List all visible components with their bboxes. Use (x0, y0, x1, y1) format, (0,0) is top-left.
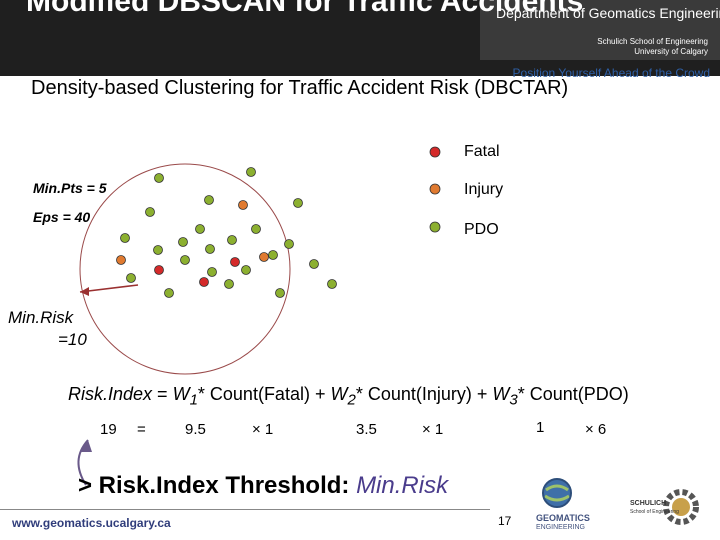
accident-point-pdo (241, 265, 251, 275)
page-number: 17 (498, 514, 512, 528)
eps-circle (79, 163, 291, 375)
legend-dot-pdo (429, 221, 441, 233)
accident-point-pdo (180, 255, 190, 265)
slide-title: Modified DBSCAN for Traffic Accidents (26, 0, 584, 18)
threshold-prefix: > Risk.Index Threshold: (78, 472, 357, 499)
eps-label: Eps = 40 (33, 209, 91, 225)
accident-point-pdo (207, 267, 217, 277)
formula-term3: * Count(PDO) (517, 384, 629, 404)
accident-point-pdo (275, 288, 285, 298)
min-pts-label: Min.Pts = 5 (33, 180, 107, 196)
formula-term2: * Count(Injury) + (355, 384, 493, 404)
legend-pdo-label: PDO (464, 221, 499, 238)
accident-point-pdo (309, 259, 319, 269)
footer-url: www.geomatics.ucalgary.ca (12, 516, 171, 530)
accident-point-pdo (145, 207, 155, 217)
formula-lhs: Risk.Index (68, 384, 153, 404)
schulich-line-1: SCHULICH (630, 500, 667, 507)
formula-w3: W (492, 384, 510, 404)
formula-w1: W (172, 384, 190, 404)
accident-point-fatal (199, 277, 209, 287)
accident-point-pdo (178, 237, 188, 247)
accident-point-pdo (224, 279, 234, 289)
accident-point-fatal (230, 257, 240, 267)
formula-sub1: 1 (189, 391, 198, 409)
eps-radius-arrow (79, 284, 139, 293)
schulich-line-2: School of Engineering (630, 509, 679, 515)
w3-value: 1 (536, 419, 545, 436)
accident-point-pdo (154, 173, 164, 183)
schulich-logo-text: SCHULICH School of Engineering (630, 500, 679, 516)
school-name: Schulich School of Engineering Universit… (597, 37, 708, 57)
accident-point-pdo (204, 195, 214, 205)
accident-point-pdo (164, 288, 174, 298)
legend-injury-label: Injury (464, 181, 504, 198)
accident-point-pdo (246, 167, 256, 177)
w2-value: 3.5 (356, 421, 377, 438)
accident-point-pdo (126, 273, 136, 283)
min-risk-line-1: Min.Risk (8, 308, 74, 327)
geomatics-logo-text: GEOMATICS ENGINEERING (536, 514, 590, 532)
accident-point-pdo (293, 198, 303, 208)
accident-point-injury (116, 255, 126, 265)
accident-point-pdo (268, 250, 278, 260)
injury-count: × 1 (422, 421, 444, 438)
geomatics-globe-icon (542, 478, 572, 508)
footer-divider (0, 509, 490, 510)
pdo-count: × 6 (585, 421, 607, 438)
threshold-rule: > Risk.Index Threshold: Min.Risk (78, 472, 448, 500)
fatal-count: × 1 (252, 421, 274, 438)
link-arrow (77, 439, 89, 486)
schulich-gear-icon (663, 489, 699, 525)
min-risk-line-2: =10 (58, 330, 87, 349)
accident-point-fatal (154, 265, 164, 275)
legend-dot-fatal (429, 146, 441, 158)
accident-point-pdo (227, 235, 237, 245)
equals-sign: = (137, 421, 146, 438)
accident-point-pdo (120, 233, 130, 243)
accident-point-pdo (195, 224, 205, 234)
slide-subtitle: Density-based Clustering for Traffic Acc… (31, 77, 569, 99)
department-name: Department of Geomatics Engineering (496, 5, 720, 21)
legend-fatal-label: Fatal (464, 143, 500, 160)
threshold-value: Min.Risk (356, 472, 449, 499)
min-risk-label: Min.Risk =10 (8, 307, 87, 351)
accident-point-pdo (251, 224, 261, 234)
accident-point-injury (238, 200, 248, 210)
accident-point-pdo (284, 239, 294, 249)
legend-dot-injury (429, 183, 441, 195)
accident-point-pdo (153, 245, 163, 255)
header-banner (480, 0, 720, 60)
university-line: University of Calgary (634, 47, 708, 56)
geomatics-logo-line-1: GEOMATICS (536, 513, 590, 523)
formula-sub3: 3 (509, 391, 518, 409)
formula-term1: * Count(Fatal) + (197, 384, 331, 404)
accident-point-pdo (327, 279, 337, 289)
formula-sub2: 2 (347, 391, 356, 409)
formula-w2: W (330, 384, 348, 404)
arrowhead (80, 287, 89, 296)
geomatics-logo-line-2: ENGINEERING (536, 524, 586, 531)
formula-eq: = (152, 384, 173, 404)
w1-value: 9.5 (185, 421, 206, 438)
tagline: Position Yourself Ahead of the Crowd (512, 66, 710, 80)
accident-point-injury (259, 252, 269, 262)
result-value: 19 (100, 421, 117, 438)
risk-index-formula: Risk.Index = W1* Count(Fatal) + W2* Coun… (68, 384, 629, 409)
link-arrowhead (80, 440, 92, 452)
accident-point-pdo (205, 244, 215, 254)
school-line: Schulich School of Engineering (597, 37, 708, 46)
